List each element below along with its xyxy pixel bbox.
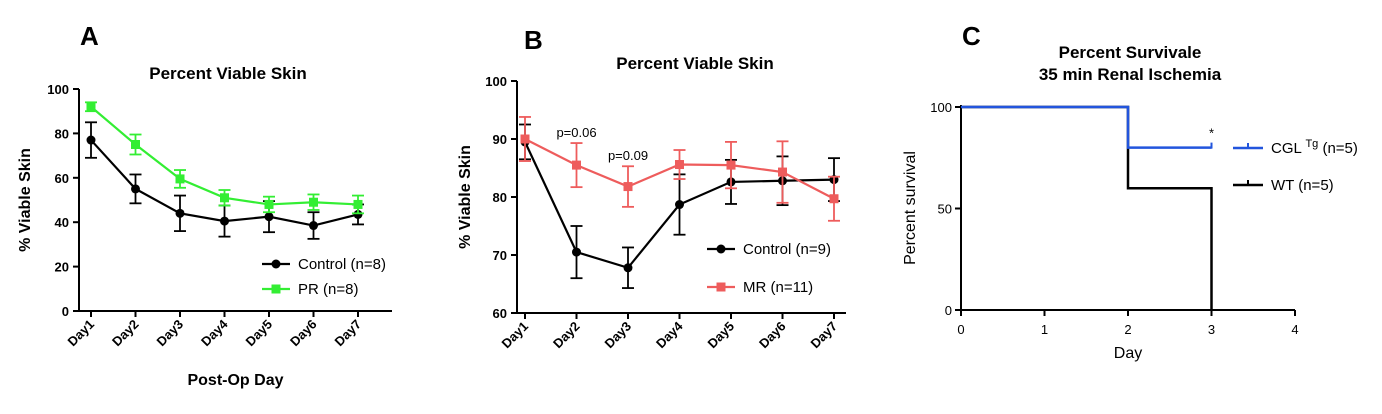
panel-b: B Percent Viable Skin 60 70 80 90 100 Day1 Day2 D… — [457, 25, 846, 351]
legend-item: PR (n=8) — [262, 281, 358, 298]
data-point — [726, 160, 736, 170]
legend-item: Control (n=8) — [262, 256, 386, 273]
legend-label: CGL Tg (n=5) — [1271, 138, 1358, 157]
series-1 — [85, 101, 364, 215]
y-tick-label: 40 — [55, 215, 69, 230]
legend-marker — [271, 259, 281, 269]
y-axis-title: % Viable Skin — [17, 148, 34, 252]
legend-marker — [716, 282, 726, 292]
x-tick-label: Day3 — [602, 319, 635, 352]
series-0 — [519, 123, 840, 289]
legend-item: Control (n=9) — [707, 241, 831, 258]
x-tick-label: Day6 — [287, 317, 320, 350]
x-axis-title: Day — [1114, 345, 1142, 362]
data-point — [623, 182, 633, 192]
y-tick-label: 20 — [55, 260, 69, 275]
data-point — [131, 140, 140, 149]
legend-item: CGL Tg (n=5) — [1233, 138, 1358, 157]
legend-marker — [716, 244, 726, 254]
chart-subtitle: 35 min Renal Ischemia — [1039, 65, 1222, 84]
data-point — [131, 184, 140, 194]
survival-curve — [961, 105, 1212, 149]
p-value-annotation: p=0.06 — [556, 125, 596, 140]
chart-title: Percent Viable Skin — [616, 54, 773, 73]
x-tick-label: Day6 — [756, 319, 789, 352]
y-tick-label: 100 — [930, 100, 952, 115]
x-tick-label: Day7 — [332, 317, 365, 350]
data-point — [675, 160, 684, 170]
legend-marker — [271, 284, 281, 294]
series-0 — [85, 121, 364, 240]
legend-label: Control (n=8) — [298, 256, 386, 273]
data-point — [353, 209, 363, 219]
legend-item: MR (n=11) — [707, 279, 813, 296]
data-point — [309, 197, 318, 207]
series-1 — [519, 116, 840, 222]
y-tick-label: 60 — [55, 171, 69, 186]
chart-title: Percent Viable Skin — [149, 64, 306, 83]
panel-c: C Percent Survivale 35 min Renal Ischemia 0… — [902, 21, 1358, 362]
panel-letter: B — [524, 25, 543, 55]
data-point — [86, 102, 96, 112]
x-tick-label: 0 — [957, 322, 964, 337]
legend-label: MR (n=11) — [743, 279, 813, 296]
x-tick-label: Day7 — [808, 319, 841, 352]
legend-label: Control (n=9) — [743, 241, 831, 258]
y-tick-label: 100 — [47, 82, 69, 97]
x-tick-label: Day5 — [705, 319, 738, 352]
x-tick-label: Day3 — [154, 317, 187, 350]
x-axis-title: Post-Op Day — [187, 372, 283, 389]
x-tick-label: Day5 — [243, 317, 276, 350]
panel-a: A Percent Viable Skin 0 20 40 60 80 100 Day1 Day2… — [17, 21, 392, 389]
y-tick-label: 0 — [945, 303, 952, 318]
data-point — [86, 135, 96, 145]
data-point — [778, 167, 787, 177]
y-tick-label: 80 — [493, 190, 507, 205]
x-tick-label: 1 — [1041, 322, 1048, 337]
x-tick-label: Day2 — [109, 317, 142, 350]
x-tick-label: 3 — [1208, 322, 1215, 337]
legend-label: PR (n=8) — [298, 281, 358, 298]
data-point — [220, 193, 229, 203]
data-point — [264, 199, 274, 209]
data-point — [264, 212, 274, 222]
data-point — [175, 174, 185, 184]
legend-item: WT (n=5) — [1233, 177, 1334, 194]
data-point — [353, 199, 363, 209]
panel-letter: A — [80, 21, 99, 51]
data-point — [829, 194, 839, 204]
significance-annotation: * — [1209, 126, 1214, 141]
x-tick-label: Day2 — [550, 319, 583, 352]
x-tick-label: Day4 — [653, 318, 686, 351]
data-point — [520, 134, 530, 144]
legend-label: WT (n=5) — [1271, 177, 1334, 194]
x-tick-label: 2 — [1124, 322, 1131, 337]
y-tick-label: 70 — [493, 248, 507, 263]
y-tick-label: 0 — [62, 304, 69, 319]
y-axis-title: Percent survival — [902, 151, 919, 265]
data-point — [675, 200, 684, 210]
x-tick-label: Day1 — [499, 319, 532, 352]
x-tick-label: Day1 — [65, 317, 98, 350]
x-tick-label: Day4 — [198, 316, 231, 349]
data-point — [175, 208, 185, 218]
y-axis-title: % Viable Skin — [457, 145, 474, 249]
y-tick-label: 60 — [493, 306, 507, 321]
y-tick-label: 50 — [938, 202, 952, 217]
data-point — [309, 221, 318, 231]
chart-title: Percent Survivale — [1059, 43, 1202, 62]
y-tick-label: 90 — [493, 132, 507, 147]
panel-letter: C — [962, 21, 981, 51]
data-point — [572, 247, 581, 257]
x-tick-label: 4 — [1291, 322, 1298, 337]
p-value-annotation: p=0.09 — [608, 148, 648, 163]
y-tick-label: 80 — [55, 126, 69, 141]
data-point — [623, 263, 633, 273]
data-point — [572, 160, 581, 170]
y-tick-label: 100 — [485, 74, 507, 89]
data-point — [220, 216, 229, 226]
survival-curve — [961, 105, 1213, 310]
